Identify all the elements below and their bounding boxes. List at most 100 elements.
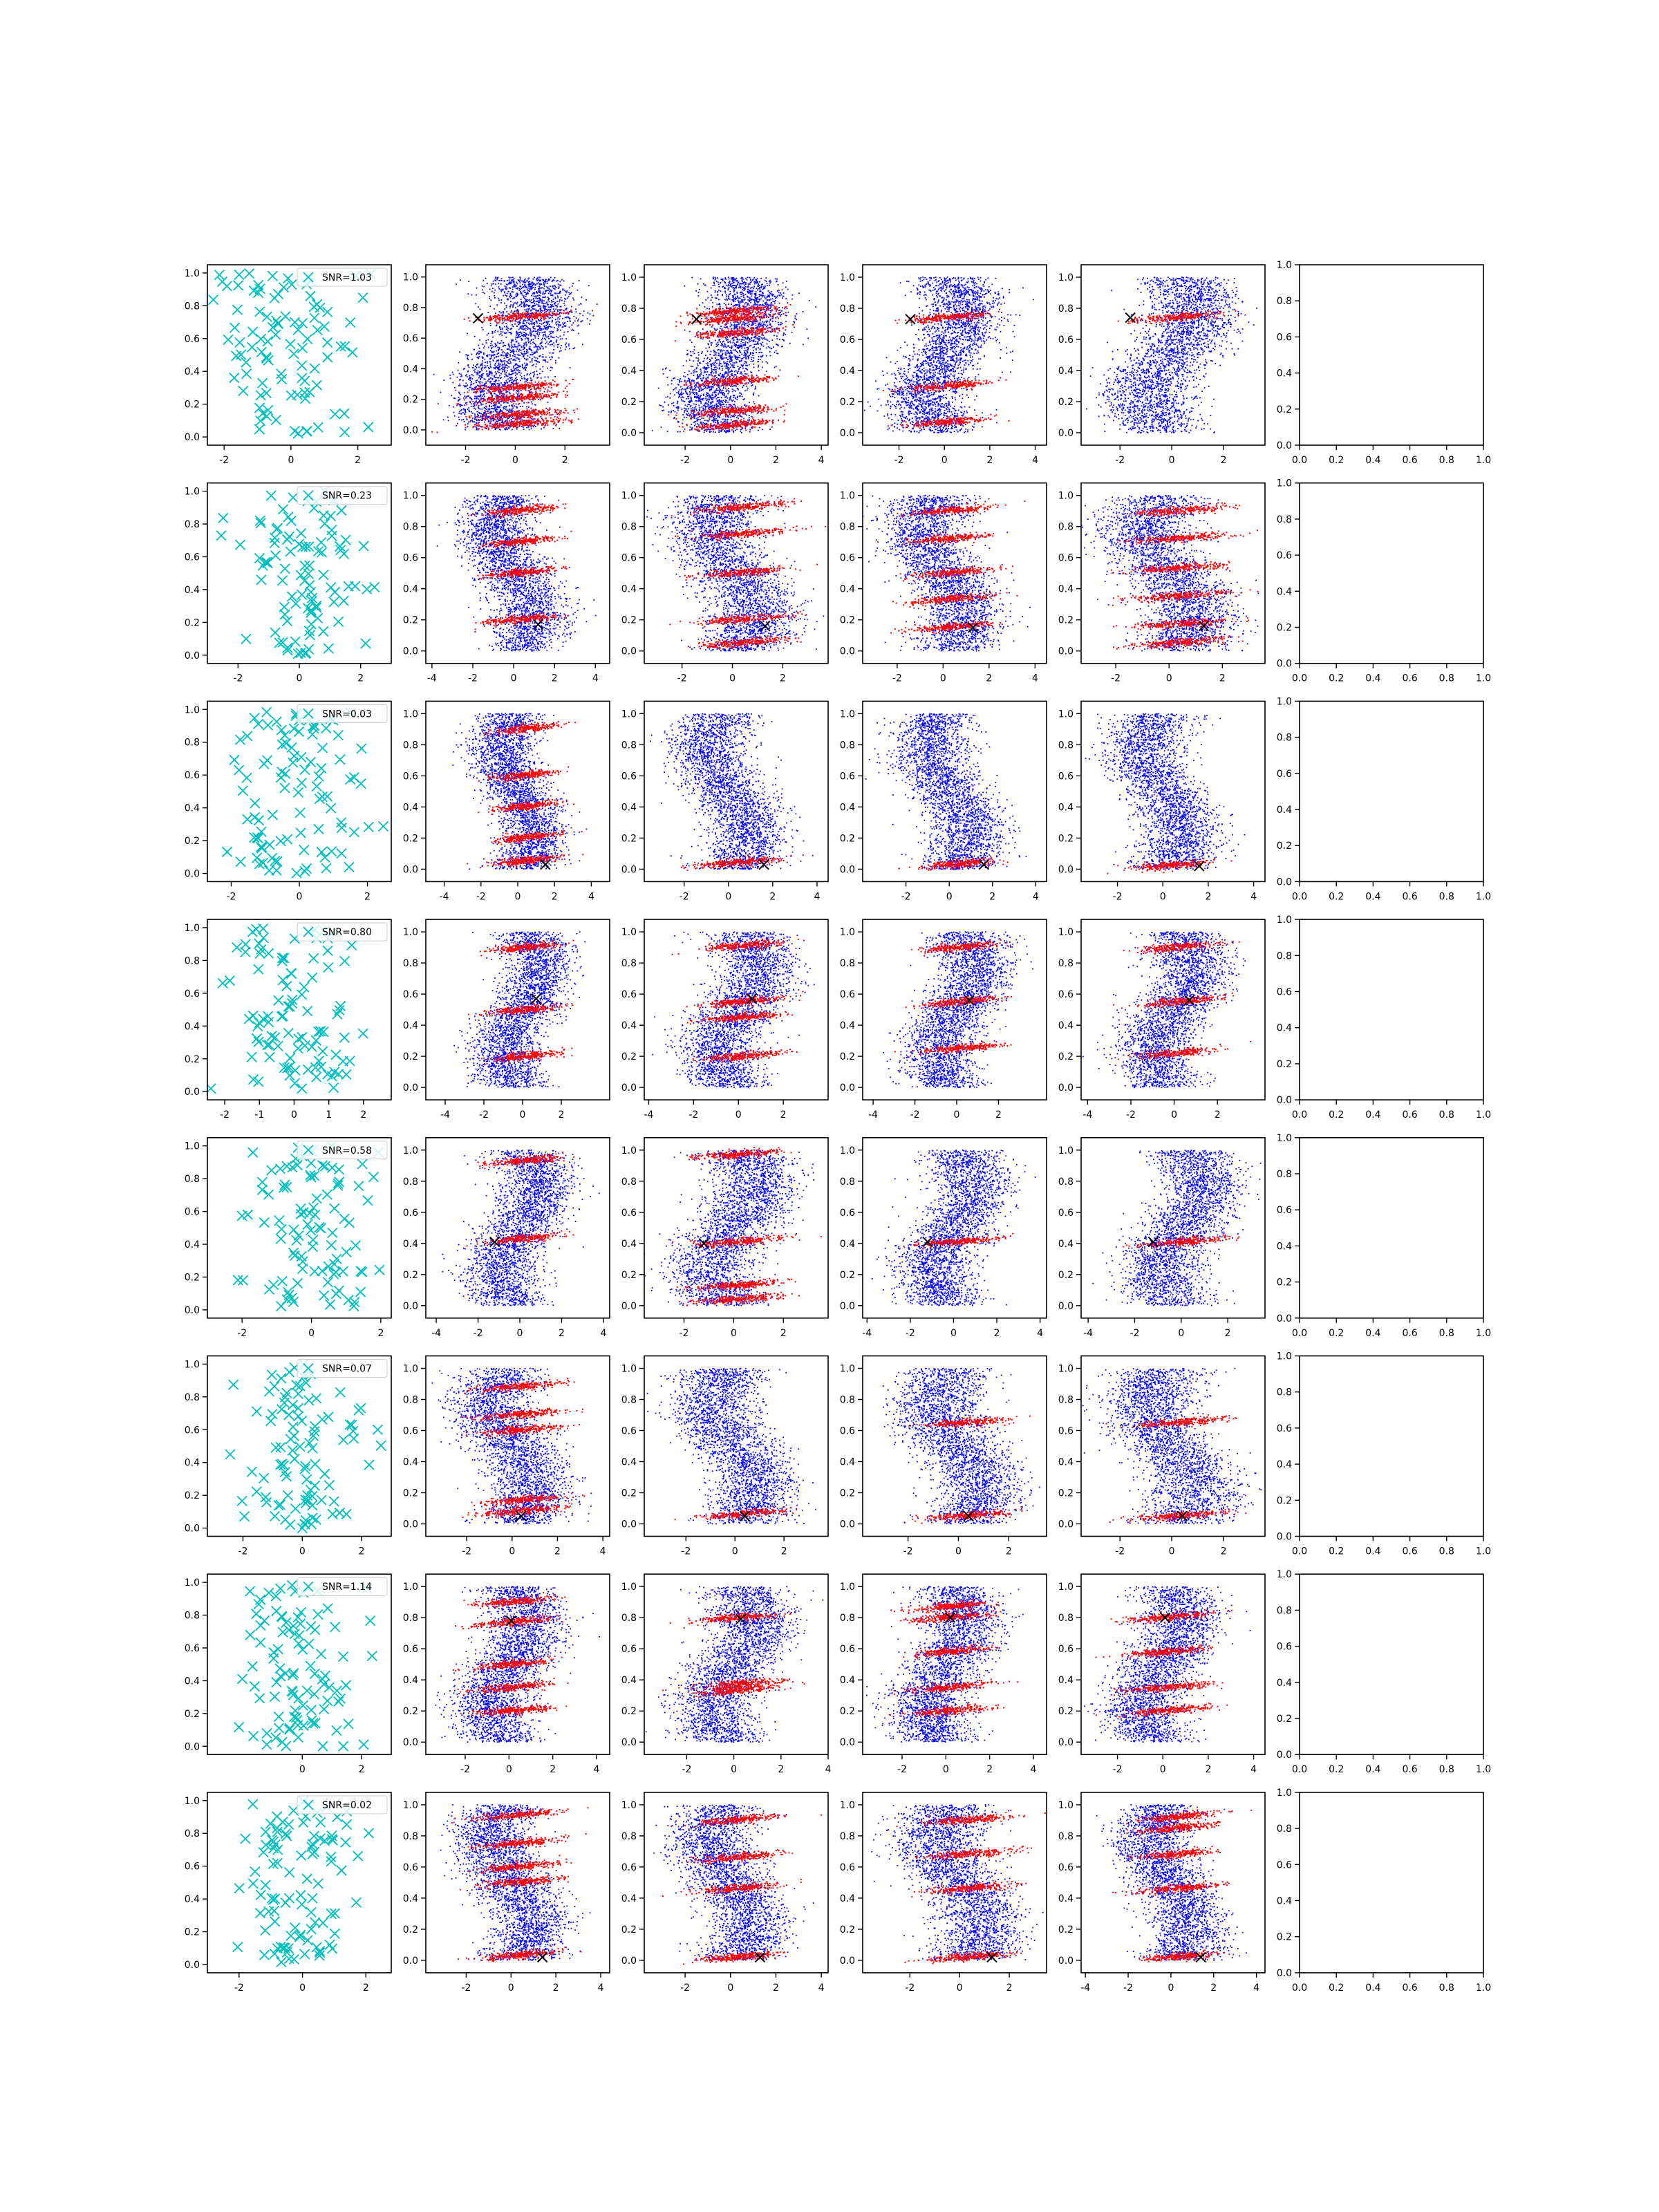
blue-point xyxy=(496,277,498,279)
blue-point xyxy=(547,281,548,282)
blue-point xyxy=(527,310,529,312)
blue-point xyxy=(495,405,496,406)
red-point xyxy=(528,388,529,389)
blue-point xyxy=(502,366,503,368)
blue-point xyxy=(538,306,539,307)
blue-point xyxy=(521,335,523,336)
blue-point xyxy=(535,331,536,332)
blue-point xyxy=(466,374,467,375)
blue-point xyxy=(525,300,527,301)
red-point xyxy=(520,399,521,400)
red-point xyxy=(525,316,526,317)
blue-point xyxy=(740,431,741,432)
blue-point xyxy=(718,430,720,431)
red-point xyxy=(509,384,510,386)
blue-point xyxy=(545,331,546,332)
blue-point xyxy=(699,374,700,375)
blue-point xyxy=(510,401,512,402)
blue-point xyxy=(733,428,735,429)
blue-point xyxy=(579,304,580,306)
blue-point xyxy=(762,295,764,297)
red-point xyxy=(510,424,512,425)
red-point xyxy=(488,319,489,320)
blue-point xyxy=(516,367,518,368)
blue-point xyxy=(500,409,501,411)
blue-point xyxy=(470,384,471,386)
true-value-marker xyxy=(473,313,482,323)
blue-point xyxy=(565,291,566,292)
blue-point xyxy=(511,369,512,371)
blue-point xyxy=(545,377,546,378)
red-point xyxy=(551,395,552,396)
blue-point xyxy=(703,283,704,285)
blue-point xyxy=(498,377,499,379)
blue-point xyxy=(494,406,496,408)
blue-point xyxy=(550,306,552,308)
blue-point xyxy=(516,294,517,295)
blue-point xyxy=(476,419,477,420)
red-point xyxy=(548,383,550,384)
blue-point xyxy=(554,292,556,294)
blue-point xyxy=(471,406,472,407)
sample-marker xyxy=(364,422,373,432)
red-point xyxy=(543,411,545,413)
blue-point xyxy=(514,302,515,303)
blue-point xyxy=(510,332,512,333)
sample-marker xyxy=(256,416,265,426)
blue-point xyxy=(528,335,529,336)
blue-point xyxy=(538,288,539,290)
red-point xyxy=(498,388,500,389)
blue-point xyxy=(525,310,527,312)
blue-point xyxy=(669,397,671,399)
blue-point xyxy=(561,345,562,346)
blue-point xyxy=(488,332,489,334)
red-point xyxy=(507,422,508,423)
blue-point xyxy=(701,353,702,354)
blue-point xyxy=(467,355,469,356)
blue-point xyxy=(530,373,532,374)
red-point xyxy=(546,313,547,315)
sample-marker xyxy=(261,353,271,362)
blue-point xyxy=(488,368,489,369)
blue-point xyxy=(459,411,460,413)
blue-point xyxy=(679,389,680,391)
blue-point xyxy=(465,429,466,431)
red-point xyxy=(523,412,525,413)
blue-point xyxy=(510,277,512,279)
red-point xyxy=(534,314,536,315)
blue-point xyxy=(491,331,493,332)
blue-point xyxy=(700,278,702,279)
red-point xyxy=(521,397,522,399)
blue-point xyxy=(486,374,487,375)
blue-point xyxy=(532,352,533,353)
blue-point xyxy=(543,300,545,301)
blue-point xyxy=(540,311,541,312)
blue-point xyxy=(716,281,718,282)
blue-point xyxy=(552,281,553,282)
blue-point xyxy=(453,374,454,375)
blue-point xyxy=(547,377,549,378)
red-point xyxy=(488,428,489,429)
blue-point xyxy=(555,360,556,362)
blue-point xyxy=(473,392,474,393)
blue-point xyxy=(519,281,521,282)
blue-point xyxy=(447,417,449,418)
red-point xyxy=(573,409,574,411)
blue-point xyxy=(489,387,491,388)
red-point xyxy=(565,394,566,395)
blue-point xyxy=(715,279,716,281)
blue-point xyxy=(549,289,550,290)
blue-point xyxy=(480,426,481,427)
red-point xyxy=(495,319,496,321)
red-point xyxy=(558,384,559,385)
blue-point xyxy=(726,324,727,326)
blue-point xyxy=(521,350,522,351)
blue-point xyxy=(531,402,532,403)
blue-point xyxy=(466,396,467,397)
blue-point xyxy=(537,330,538,332)
blue-point xyxy=(448,420,449,422)
blue-point xyxy=(569,287,570,288)
blue-point xyxy=(523,297,525,299)
red-point xyxy=(545,418,547,420)
y-tick-label: 0.4 xyxy=(185,366,200,377)
